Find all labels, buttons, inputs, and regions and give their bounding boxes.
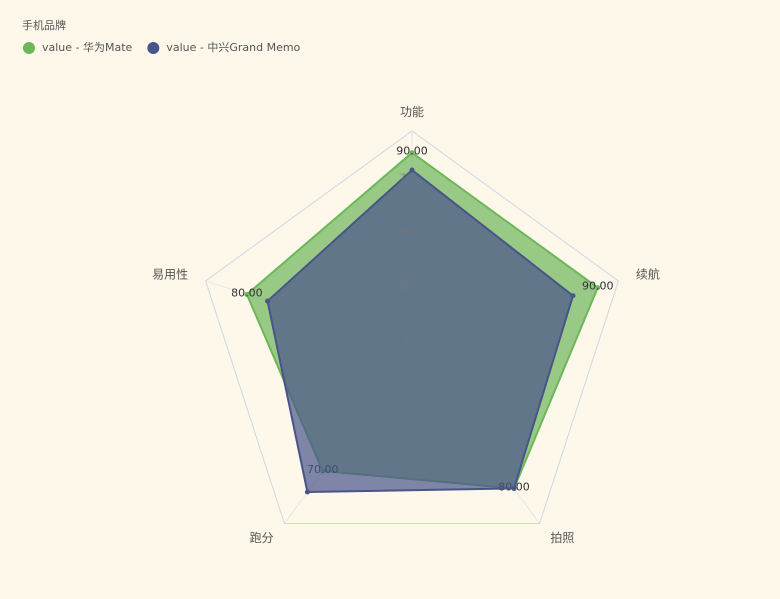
- r-tick-label: 50: [399, 226, 413, 239]
- vertex-dot: [265, 298, 271, 304]
- series-area: [266, 168, 575, 493]
- legend-swatch: [147, 42, 160, 54]
- legend-title: 手机品牌: [22, 18, 66, 32]
- r-tick-label: 25: [399, 280, 413, 293]
- axis-label: 拍照: [550, 530, 574, 545]
- axis-label: 跑分: [250, 531, 274, 545]
- axis-label: 易用性: [152, 268, 188, 282]
- vertex-dot: [595, 285, 601, 291]
- vertex-dot: [409, 167, 415, 173]
- value-label: 90.00: [582, 280, 614, 293]
- axis-label: 续航: [636, 267, 660, 282]
- legend-label: value - 中兴Grand Memo: [166, 41, 300, 54]
- vertex-dot: [244, 291, 250, 297]
- legend-swatch: [23, 42, 35, 54]
- vertex-dot: [570, 293, 576, 299]
- vertex-dot: [511, 485, 517, 491]
- value-label: 80.00: [231, 286, 263, 299]
- axis-label: 功能: [400, 105, 424, 119]
- radar-frame: [205, 130, 619, 525]
- value-label: 90.00: [396, 145, 428, 158]
- vertex-dot: [409, 150, 415, 156]
- r-tick-label: 75: [399, 171, 413, 184]
- r-tick-label: 0: [403, 334, 410, 347]
- vertex-dot: [304, 489, 310, 495]
- legend-label: value - 华为Mate: [42, 40, 133, 54]
